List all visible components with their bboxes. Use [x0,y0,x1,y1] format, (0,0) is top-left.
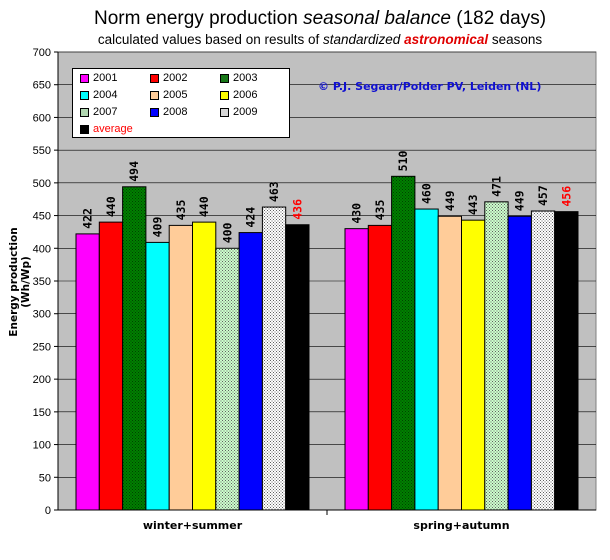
bar [261,206,287,511]
data-label: 457 [536,185,550,206]
bar [238,232,263,511]
bar [507,215,532,511]
legend-item: 2007 [80,106,117,118]
y-tick-label: 200 [33,374,51,386]
legend-label: 2004 [93,89,118,101]
x-tick-label: spring+autumn [413,519,509,532]
credit-text: © P.J. Segaar/Polder PV, Leiden (NL) [318,80,542,93]
legend-swatch [80,107,89,117]
legend-label: 2002 [163,72,188,84]
legend-label: 2005 [163,89,188,101]
legend-swatch [80,124,89,134]
bar [98,221,124,511]
legend: 2001 2002 2003 2004 2005 2006 2007 2008 2009 aver… [72,68,290,138]
legend-label: 2009 [233,106,258,118]
data-label: 435 [174,200,188,221]
legend-item: 2002 [150,72,187,84]
bar [192,221,217,511]
y-tick-label: 300 [33,309,51,321]
legend-item: 2008 [150,106,187,118]
legend-swatch [150,107,159,117]
y-tick-label: 700 [33,47,51,59]
y-tick-label: 250 [33,341,51,353]
y-tick-label: 650 [33,80,51,92]
legend-label: 2003 [233,72,258,84]
data-label: 435 [373,200,387,221]
bar [437,215,463,511]
legend-label: 2008 [163,106,188,118]
data-label: 449 [443,190,457,211]
bar [391,175,416,511]
bar [285,224,310,511]
data-label: 443 [466,194,480,215]
data-label: 449 [513,190,527,211]
bar [484,201,509,511]
data-label: 422 [81,208,95,229]
y-tick-label: 550 [33,145,51,157]
y-tick-label: 0 [45,505,51,517]
data-label: 424 [244,207,258,228]
bar [75,233,100,511]
bar [122,186,147,511]
data-label: 440 [197,196,211,217]
data-label: 463 [267,181,281,202]
y-tick-label: 50 [39,472,51,484]
legend-swatch [220,90,229,100]
data-label: 494 [127,161,141,182]
legend-swatch [220,107,229,117]
y-tick-label: 600 [33,112,51,124]
legend-swatch [150,90,159,100]
y-tick-label: 450 [33,211,51,223]
legend-label: 2006 [233,89,258,101]
legend-item: 2003 [220,72,257,84]
y-tick-label: 350 [33,276,51,288]
chart-title: Norm energy production seasonal balance … [93,8,547,29]
data-label: 510 [396,150,410,171]
bar [554,211,579,511]
legend-item: 2001 [80,72,117,84]
chart-subtitle: calculated values based on results of st… [97,32,543,47]
data-label: 471 [489,176,503,197]
legend-item: 2005 [150,89,187,101]
bar [215,247,240,511]
bar [344,228,369,511]
legend-swatch [80,73,89,83]
bar [168,224,193,511]
data-label: 430 [350,203,364,224]
legend-swatch [150,73,159,83]
legend-label: average [93,123,133,135]
y-tick-label: 500 [33,178,51,190]
data-label: 436 [290,199,304,220]
data-label: 440 [104,196,118,217]
bar [367,224,393,511]
legend-label: 2001 [93,72,118,84]
legend-label: 2007 [93,106,118,118]
data-label: 460 [420,183,434,204]
legend-item: 2009 [220,106,257,118]
bar [145,241,170,511]
legend-swatch [220,73,229,83]
bar [461,219,486,511]
bar [530,210,556,511]
legend-item: 2006 [220,89,257,101]
x-tick-label: winter+summer [143,519,243,532]
bar [414,208,439,511]
y-tick-label: 100 [33,440,51,452]
data-label: 409 [151,217,165,238]
legend-swatch [80,90,89,100]
data-label: 400 [220,222,234,243]
y-tick-label: 150 [33,407,51,419]
data-label: 456 [559,186,573,207]
y-tick-label: 400 [33,243,51,255]
legend-item: 2004 [80,89,117,101]
legend-item: average [80,123,133,135]
